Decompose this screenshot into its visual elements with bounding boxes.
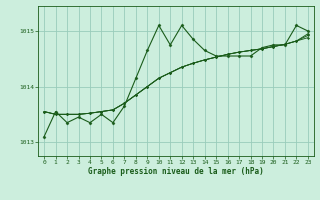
X-axis label: Graphe pression niveau de la mer (hPa): Graphe pression niveau de la mer (hPa) xyxy=(88,167,264,176)
